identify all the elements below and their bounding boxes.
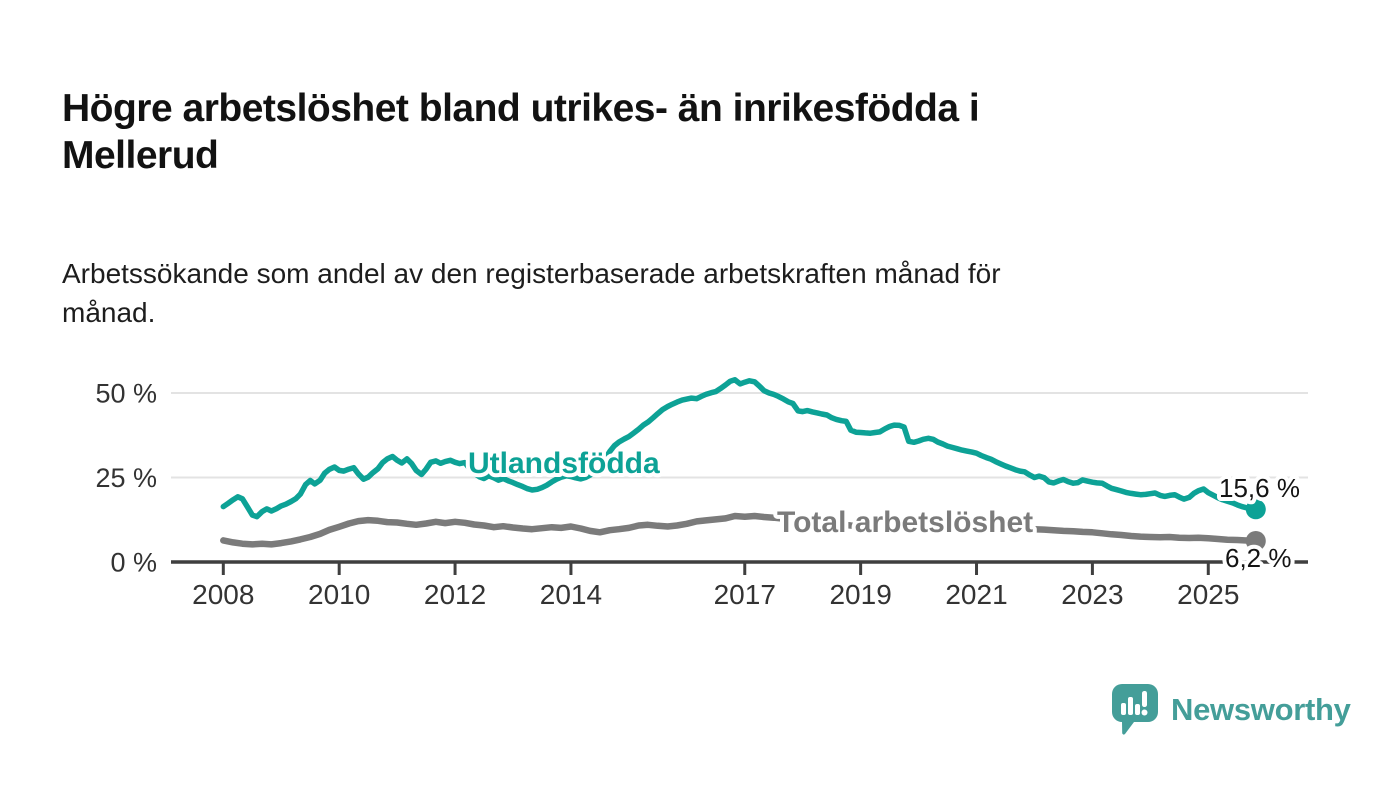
- total-endpoint-dot: [1245, 531, 1266, 551]
- x-axis-tick-label: 2014: [540, 579, 602, 610]
- x-axis-tick-label: 2012: [424, 579, 486, 610]
- page-subtitle: Arbetssökande som andel av den registerb…: [62, 254, 1312, 332]
- newsworthy-logo: Newsworthy: [1112, 684, 1351, 736]
- x-axis-tick-label: 2021: [945, 579, 1007, 610]
- page-title-line-2: Mellerud: [62, 133, 219, 177]
- total-unemployment-line: [220, 512, 1260, 548]
- x-axis-ticks: 2008 2010 2012 2014 2017 2019 2021 2023 2025: [192, 562, 1239, 610]
- y-axis-labels: 0 % 25 % 50 %: [95, 379, 157, 578]
- gridlines: [171, 392, 1308, 479]
- y-axis-tick-label: 25 %: [95, 463, 157, 493]
- value-label-foreign-born: 15,6 %: [1219, 473, 1300, 503]
- series-label-foreign-born: Utlandsfödda: [468, 447, 660, 480]
- newsworthy-logo-text: Newsworthy: [1171, 692, 1351, 727]
- y-axis-tick-label: 0 %: [110, 548, 157, 578]
- x-axis-tick-label: 2017: [714, 579, 776, 610]
- series-label-total: Total arbetslöshet: [777, 506, 1033, 539]
- x-axis-tick-label: 2019: [829, 579, 891, 610]
- foreign-born-line: [220, 377, 1259, 520]
- page-title: Högre arbetslöshet bland utrikes- än inr…: [62, 86, 1342, 180]
- x-axis-tick-label: 2008: [192, 579, 254, 610]
- y-axis-tick-label: 50 %: [95, 379, 157, 409]
- value-label-total: 6,2 %: [1225, 543, 1292, 573]
- x-axis-tick-label: 2025: [1177, 579, 1239, 610]
- page-subtitle-line-2: månad.: [62, 297, 156, 329]
- bar-chart-glyph: [1121, 691, 1148, 716]
- newsworthy-bubble-icon: [1112, 684, 1158, 735]
- x-axis-tick-label: 2010: [308, 579, 370, 610]
- foreign-born-endpoint-dot: [1245, 499, 1266, 520]
- page-title-line-1: Högre arbetslöshet bland utrikes- än inr…: [62, 87, 980, 131]
- x-axis-tick-label: 2023: [1061, 579, 1123, 610]
- page-subtitle-line-1: Arbetssökande som andel av den registerb…: [62, 258, 1001, 289]
